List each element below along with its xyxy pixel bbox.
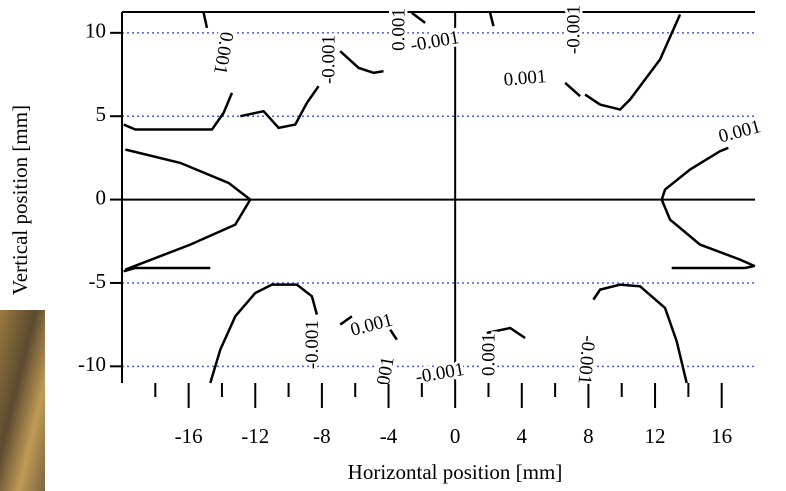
contour-line	[339, 50, 384, 75]
contour-line	[411, 11, 426, 24]
y-tick-label: 0	[96, 185, 107, 209]
x-tick-label: 0	[450, 424, 461, 448]
contour-line	[660, 146, 756, 268]
contour-line	[123, 92, 234, 131]
contour-line	[202, 12, 209, 29]
y-tick-label: 5	[96, 102, 107, 126]
contour-label: -0.001	[563, 5, 584, 54]
y-tick-label: -10	[78, 352, 106, 376]
contour-label: 0.001	[478, 333, 499, 376]
contour-line	[389, 328, 398, 341]
x-tick-label: -12	[241, 424, 269, 448]
contour-line	[240, 85, 320, 130]
y-tick-label: 10	[85, 19, 106, 43]
contour-line	[671, 265, 754, 270]
y-axis-title: Vertical position [mm]	[8, 105, 32, 295]
contour-line	[339, 315, 353, 326]
contour-label: -0.001	[574, 334, 599, 385]
contour-line	[592, 283, 688, 384]
contour-label: -0.001	[369, 355, 398, 407]
contour-label: -0.001	[409, 27, 461, 56]
contour-label: 0.001	[716, 116, 763, 147]
contour-label: 0.001	[348, 310, 395, 341]
contour-line	[123, 266, 211, 273]
contour-line	[488, 12, 495, 27]
x-axis-title: Horizontal position [mm]	[348, 460, 563, 484]
contour-line	[124, 148, 252, 271]
contour-label: 0.001	[389, 8, 410, 51]
contour-line	[486, 326, 526, 340]
x-tick-label: 4	[517, 424, 528, 448]
x-tick-label: 8	[583, 424, 594, 448]
contour-line	[584, 13, 682, 111]
contour-label: -0.001	[319, 35, 340, 84]
background-photo	[0, 310, 45, 491]
contour-line	[564, 81, 581, 98]
x-tick-label: 16	[711, 424, 732, 448]
contour-label: 0.001	[503, 66, 547, 91]
contour-label: -0.001	[302, 320, 323, 369]
x-tick-label: 12	[645, 424, 666, 448]
x-tick-label: -16	[175, 424, 203, 448]
contour-label: -0.001	[414, 359, 466, 388]
y-tick-label: -5	[89, 269, 107, 293]
contour-label: 0.001	[209, 30, 237, 76]
x-tick-label: -8	[313, 424, 331, 448]
x-tick-label: -4	[380, 424, 398, 448]
contour-line	[209, 283, 319, 384]
